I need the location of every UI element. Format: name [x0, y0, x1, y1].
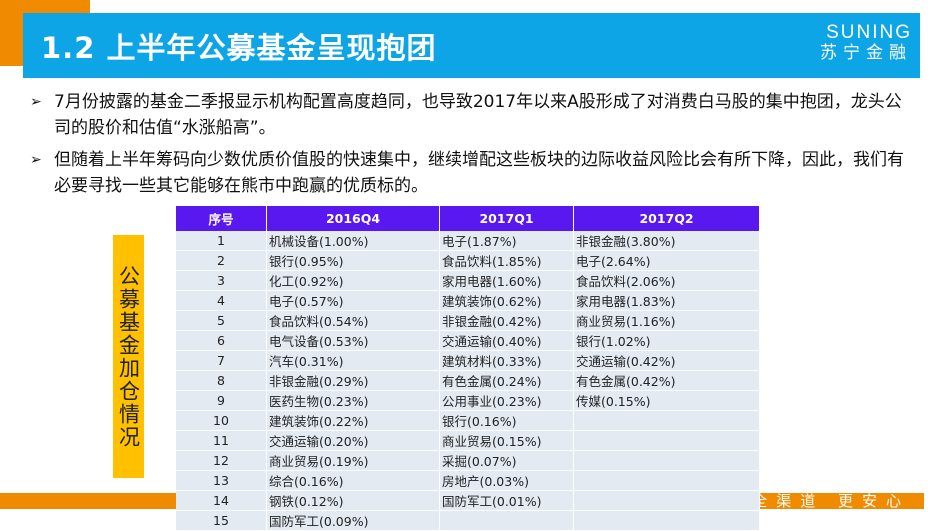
- column-header: 2017Q1: [439, 206, 574, 231]
- table-cell: 食品饮料(0.54%): [266, 310, 440, 331]
- bullet-item: ➢ 但随着上半年筹码向少数优质价值股的快速集中，继续增配这些板块的边际收益风险比会…: [30, 147, 910, 199]
- table-cell: [573, 490, 760, 511]
- table-cell: 汽车(0.31%): [266, 350, 440, 371]
- table-cell: 有色金属(0.24%): [439, 370, 574, 391]
- table-cell: 1: [176, 231, 267, 251]
- table-cell: 10: [176, 410, 267, 431]
- table-cell: 食品饮料(2.06%): [573, 270, 760, 291]
- table-row: 9 医药生物(0.23%) 公用事业(0.23%) 传媒(0.15%): [176, 390, 760, 411]
- column-header: 序号: [176, 206, 267, 231]
- table-row: 6 电气设备(0.53%) 交通运输(0.40%) 银行(1.02%): [176, 330, 760, 351]
- title-bar: 1.2 上半年公募基金呈现抱团 SUNING 苏宁金融: [23, 13, 920, 78]
- table-row: 13 综合(0.16%) 房地产(0.03%): [176, 470, 760, 491]
- table-cell: 非银金融(0.29%): [266, 370, 440, 391]
- table-cell: 机械设备(1.00%): [266, 231, 440, 251]
- table-cell: 国防军工(0.01%): [439, 490, 574, 511]
- table-cell: 电子(2.64%): [573, 250, 760, 271]
- table-cell: 银行(1.02%): [573, 330, 760, 351]
- table-cell: 电子(0.57%): [266, 290, 440, 311]
- table-cell: 6: [176, 330, 267, 351]
- table-header-row: 序号 2016Q4 2017Q1 2017Q2: [176, 206, 760, 231]
- column-header: 2017Q2: [573, 206, 760, 231]
- column-header: 2016Q4: [266, 206, 440, 231]
- table-cell: 非银金融(0.42%): [439, 310, 574, 331]
- table-row: 3 化工(0.92%) 家用电器(1.60%) 食品饮料(2.06%): [176, 270, 760, 291]
- arrow-bullet-icon: ➢: [30, 94, 42, 110]
- table-cell: 3: [176, 270, 267, 291]
- table-cell: 商业贸易(0.19%): [266, 450, 440, 471]
- table-row: 14 钢铁(0.12%) 国防军工(0.01%): [176, 490, 760, 511]
- table-cell: 钢铁(0.12%): [266, 490, 440, 511]
- table-row: 4 电子(0.57%) 建筑装饰(0.62%) 家用电器(1.83%): [176, 290, 760, 311]
- table-cell: 交通运输(0.40%): [439, 330, 574, 351]
- table-cell: 建筑装饰(0.22%): [266, 410, 440, 431]
- side-label: 公募基金加仓情况: [113, 235, 144, 478]
- table-cell: 食品饮料(1.85%): [439, 250, 574, 271]
- logo-en: SUNING: [826, 22, 912, 43]
- table-cell: 非银金融(3.80%): [573, 231, 760, 251]
- table-cell: 公用事业(0.23%): [439, 390, 574, 411]
- table-cell: 医药生物(0.23%): [266, 390, 440, 411]
- table-cell: 5: [176, 310, 267, 331]
- table-row: 1 机械设备(1.00%) 电子(1.87%) 非银金融(3.80%): [176, 231, 760, 251]
- table-cell: 交通运输(0.42%): [573, 350, 760, 371]
- table-cell: 综合(0.16%): [266, 470, 440, 491]
- table-cell: 14: [176, 490, 267, 511]
- table-row: 5 食品饮料(0.54%) 非银金融(0.42%) 商业贸易(1.16%): [176, 310, 760, 331]
- table-row: 11 交通运输(0.20%) 商业贸易(0.15%): [176, 430, 760, 451]
- table-cell: 采掘(0.07%): [439, 450, 574, 471]
- table-cell: [573, 410, 760, 431]
- logo-cn: 苏宁金融: [820, 43, 912, 63]
- table-cell: 2: [176, 250, 267, 271]
- table-cell: 9: [176, 390, 267, 411]
- table-row: 2 银行(0.95%) 食品饮料(1.85%) 电子(2.64%): [176, 250, 760, 271]
- table-cell: 4: [176, 290, 267, 311]
- table-cell: 11: [176, 430, 267, 451]
- table-row: 10 建筑装饰(0.22%) 银行(0.16%): [176, 410, 760, 431]
- suning-logo: SUNING 苏宁金融: [820, 22, 912, 64]
- table-cell: 化工(0.92%): [266, 270, 440, 291]
- page-title: 1.2 上半年公募基金呈现抱团: [41, 31, 437, 65]
- arrow-bullet-icon: ➢: [30, 152, 42, 168]
- table-cell: 12: [176, 450, 267, 471]
- fund-allocation-table: 序号 2016Q4 2017Q1 2017Q2 1 机械设备(1.00%) 电子(1.87…: [176, 206, 760, 531]
- table-cell: 建筑材料(0.33%): [439, 350, 574, 371]
- table-cell: 银行(0.95%): [266, 250, 440, 271]
- table-cell: 交通运输(0.20%): [266, 430, 440, 451]
- table-cell: 13: [176, 470, 267, 491]
- table-cell: 商业贸易(0.15%): [439, 430, 574, 451]
- bullet-text: 7月份披露的基金二季报显示机构配置高度趋同，也导致2017年以来A股形成了对消费…: [54, 92, 902, 138]
- table-cell: 商业贸易(1.16%): [573, 310, 760, 331]
- table-cell: [573, 450, 760, 471]
- table-row: 12 商业贸易(0.19%) 采掘(0.07%): [176, 450, 760, 471]
- table-cell: 电气设备(0.53%): [266, 330, 440, 351]
- table-cell: 家用电器(1.83%): [573, 290, 760, 311]
- bullet-list: ➢ 7月份披露的基金二季报显示机构配置高度趋同，也导致2017年以来A股形成了对消…: [30, 89, 910, 199]
- table-cell: 建筑装饰(0.62%): [439, 290, 574, 311]
- table-cell: [573, 470, 760, 491]
- table-cell: 7: [176, 350, 267, 371]
- slogan: 全渠道 更安心: [752, 492, 910, 510]
- table-cell: 家用电器(1.60%): [439, 270, 574, 291]
- table-cell: 传媒(0.15%): [573, 390, 760, 411]
- table-cell: [573, 430, 760, 451]
- table-row: 7 汽车(0.31%) 建筑材料(0.33%) 交通运输(0.42%): [176, 350, 760, 371]
- table-cell: 有色金属(0.42%): [573, 370, 760, 391]
- bullet-text: 但随着上半年筹码向少数优质价值股的快速集中，继续增配这些板块的边际收益风险比会有…: [54, 150, 904, 196]
- table-cell: 8: [176, 370, 267, 391]
- table-row: 8 非银金融(0.29%) 有色金属(0.24%) 有色金属(0.42%): [176, 370, 760, 391]
- table-cell: 电子(1.87%): [439, 231, 574, 251]
- bullet-item: ➢ 7月份披露的基金二季报显示机构配置高度趋同，也导致2017年以来A股形成了对消…: [30, 89, 910, 141]
- table-cell: 房地产(0.03%): [439, 470, 574, 491]
- table-cell: 银行(0.16%): [439, 410, 574, 431]
